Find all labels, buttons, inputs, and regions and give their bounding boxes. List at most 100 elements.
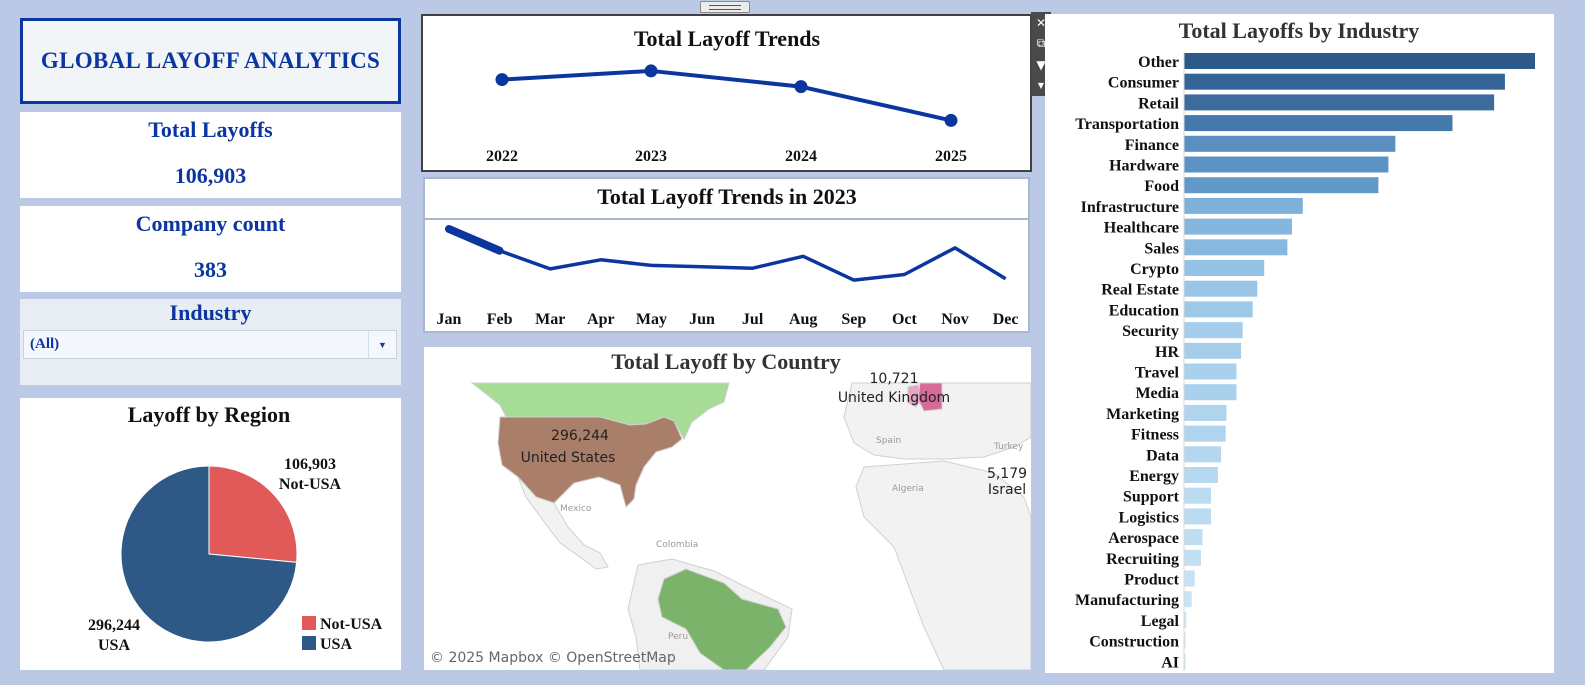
industry-bar[interactable] [1184,73,1505,90]
slice-name-label: USA [98,637,130,654]
industry-label: Marketing [1106,406,1179,423]
industry-bar[interactable] [1184,363,1237,380]
uk-island[interactable] [907,384,923,408]
x-tick-label: Nov [941,311,969,328]
industry-label: Other [1138,54,1179,71]
slice-name-label: Not-USA [279,476,342,493]
kpi-label: Company count [135,211,286,236]
yearly-trend-panel: Total Layoff Trends 2022 2023 2024 2025 [421,14,1032,172]
map-credit: © 2025 Mapbox © OpenStreetMap [430,650,676,666]
mexico-region[interactable] [517,476,609,570]
industry-label: Support [1123,489,1180,506]
industry-bar[interactable] [1184,53,1535,69]
industry-bar[interactable] [1184,156,1389,173]
x-tick-label: Mar [535,311,565,328]
europe-region[interactable] [843,382,1031,460]
europe-highlight[interactable] [917,382,943,412]
filter-label: Industry [169,300,252,325]
industry-label: Transportation [1075,116,1179,133]
industry-bar[interactable] [1184,280,1258,297]
close-icon[interactable]: ✕ [1035,15,1047,30]
industry-bar[interactable] [1184,260,1265,276]
kpi-total-layoffs: Total Layoffs 106,903 [20,112,401,198]
pop-out-icon[interactable]: ⧉ [1036,36,1046,50]
industry-bar[interactable] [1184,632,1186,649]
industry-dropdown[interactable]: (All) ▼ [23,330,397,359]
industry-bar[interactable] [1184,611,1187,628]
trend-point[interactable] [944,113,958,127]
industry-bar[interactable] [1184,197,1303,214]
base-map-label: Turkey [993,442,1024,452]
industry-label: Sales [1144,240,1179,257]
trend-point[interactable] [644,64,658,78]
drag-handle-icon[interactable] [700,1,750,13]
base-map-label: Mexico [560,504,592,514]
base-map-label: Peru [668,632,688,642]
industry-label: Manufacturing [1075,592,1179,609]
legend-label[interactable]: Not-USA [320,616,383,633]
industry-bar[interactable] [1184,487,1211,504]
industry-label: Retail [1138,95,1179,112]
monthly-trend-panel: Total Layoff Trends in 2023 Jan Feb Mar Apr M… [423,177,1030,333]
industry-bar[interactable] [1184,446,1222,463]
industry-label: Legal [1141,613,1180,630]
monthly-trend-chart: Total Layoff Trends in 2023 Jan Feb Mar Apr M… [425,184,1028,328]
trend-line-highlight [445,225,504,255]
x-tick-label: Sep [841,311,866,328]
industry-bar[interactable] [1184,239,1288,256]
africa-region[interactable] [855,460,1031,670]
x-tick-label: 2024 [785,148,817,165]
legend-swatch[interactable] [302,616,316,630]
industry-label: Security [1122,323,1179,340]
industry-bar[interactable] [1184,529,1203,546]
industry-label: Finance [1125,137,1179,154]
industry-bar[interactable] [1184,591,1192,608]
country-name-label: United States [521,450,616,466]
industry-bar[interactable] [1184,570,1195,587]
industry-bar[interactable] [1184,384,1237,401]
industry-label: HR [1155,344,1179,361]
industry-label: Logistics [1119,509,1179,526]
x-tick-label: Oct [892,311,918,328]
industry-bar[interactable] [1184,115,1453,132]
industry-bar[interactable] [1184,301,1253,318]
industry-label: Infrastructure [1081,199,1179,216]
industry-bar[interactable] [1184,322,1243,339]
trend-point[interactable] [794,80,808,94]
industry-label: Data [1146,447,1179,464]
legend-swatch[interactable] [302,636,316,650]
country-map[interactable]: Total Layoff by Country 296,244 United Sta… [424,347,1031,670]
chart-title: Total Layoff Trends [634,26,821,51]
industry-bar[interactable] [1184,342,1242,359]
pie-slice[interactable] [120,465,298,643]
industry-label: Crypto [1130,261,1179,278]
industry-bar[interactable] [1184,425,1226,442]
industry-label: Education [1109,302,1179,319]
region-pie-panel: Layoff by Region 106,903 Not-USA 296,244 USA… [20,398,401,670]
industry-bar[interactable] [1184,549,1201,566]
brazil-region[interactable] [657,568,787,670]
filter-icon[interactable]: ▼ [1036,57,1046,72]
kpi-company-count: Company count 383 [20,206,401,292]
industry-bar[interactable] [1184,177,1379,194]
trend-line [448,227,1007,282]
country-map-panel: Total Layoff by Country 296,244 United Sta… [424,347,1031,670]
legend-label[interactable]: USA [320,636,352,653]
industry-filter: Industry (All) ▼ [20,299,401,385]
industry-label: AI [1161,654,1179,671]
chevron-down-icon[interactable]: ▼ [368,331,396,358]
trend-line [501,68,952,123]
industry-bar[interactable] [1184,508,1211,525]
pie-slice[interactable] [208,465,298,563]
trend-point[interactable] [495,73,509,87]
industry-bar[interactable] [1184,467,1218,483]
country-name-label: Israel [988,482,1026,498]
slice-value-label: 296,244 [88,617,140,634]
industry-bar[interactable] [1184,653,1186,670]
industry-bar[interactable] [1184,135,1396,152]
industry-bar[interactable] [1184,94,1495,111]
industry-bar[interactable] [1184,218,1292,235]
industry-bar[interactable] [1184,404,1227,421]
more-options-icon[interactable]: ▼ [1037,81,1045,90]
